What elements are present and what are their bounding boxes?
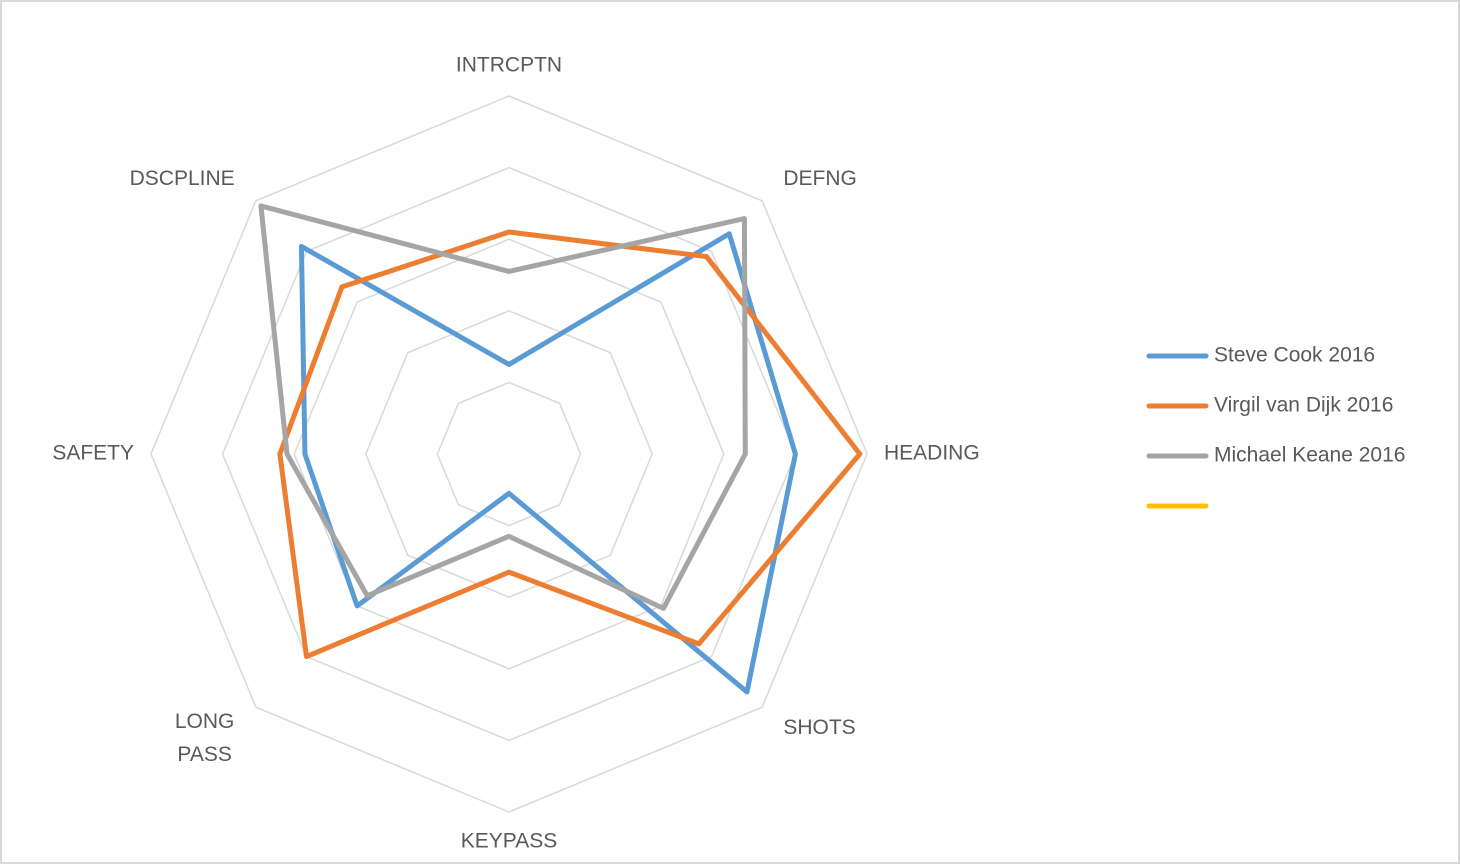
grid-ring bbox=[436, 381, 582, 527]
axis-label: SAFETY bbox=[52, 442, 134, 465]
grid-ring bbox=[293, 238, 725, 670]
series-line bbox=[298, 231, 798, 695]
axis-label: KEYPASS bbox=[461, 830, 558, 853]
axis-label: DEFNG bbox=[783, 167, 857, 190]
grid-ring bbox=[150, 95, 868, 813]
axis-label: LONG PASS bbox=[175, 709, 235, 765]
axis-label: HEADING bbox=[884, 442, 980, 465]
legend-label: Steve Cook 2016 bbox=[1214, 344, 1375, 367]
axis-label: INTRCPTN bbox=[456, 54, 562, 77]
legend-label: Virgil van Dijk 2016 bbox=[1214, 394, 1393, 417]
grid-ring bbox=[364, 309, 654, 599]
series-line bbox=[277, 229, 863, 660]
axis-label: DSCPLINE bbox=[130, 167, 235, 190]
legend-label: Michael Keane 2016 bbox=[1214, 444, 1405, 467]
axis-label: SHOTS bbox=[783, 716, 855, 739]
grid-ring bbox=[221, 166, 797, 742]
series-line bbox=[258, 203, 748, 611]
